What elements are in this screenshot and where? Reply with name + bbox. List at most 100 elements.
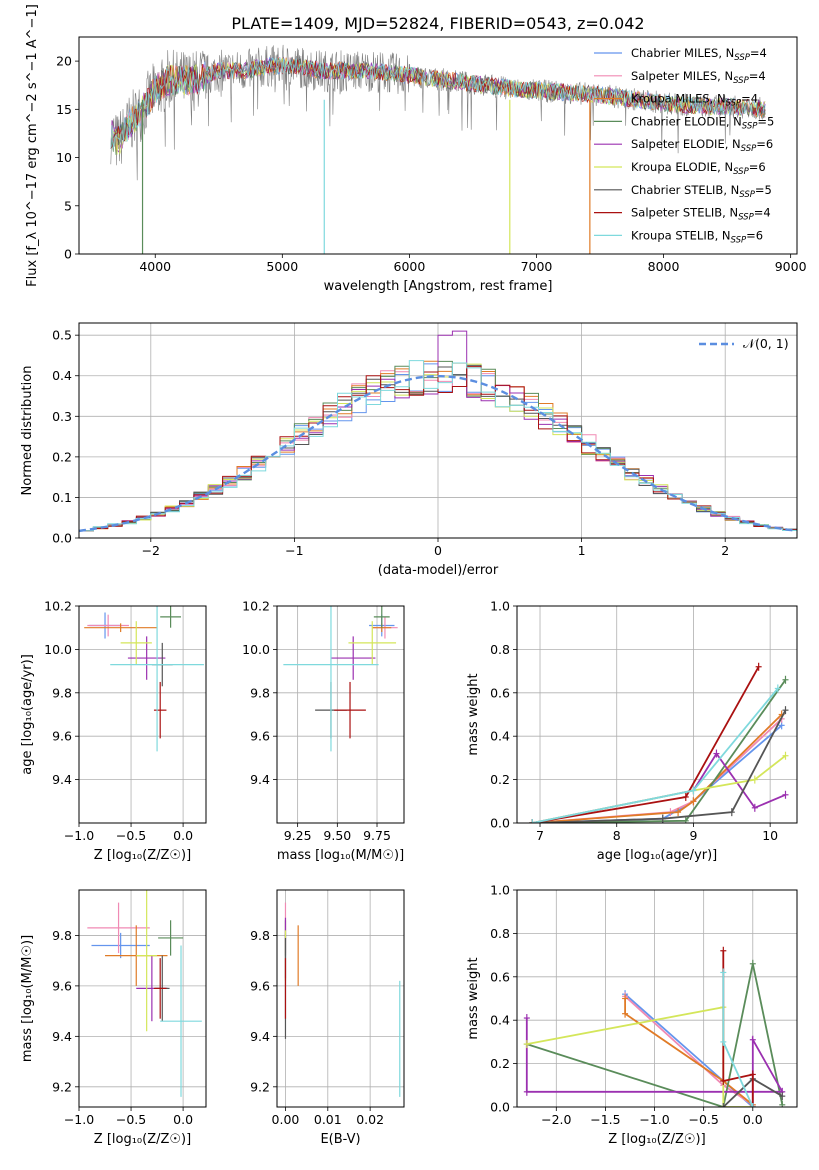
y-tick-label: 15 [56,102,72,117]
x-tick-label: 9.25 [284,828,312,843]
y-tick-label: 10.2 [44,599,72,614]
x-tick-label: −1.0 [64,1112,94,1127]
x-axis-label: Z [log₁₀(Z/Z☉)] [608,1132,705,1147]
x-tick-label: 9.75 [363,828,391,843]
y-tick-label: 0.4 [490,729,510,744]
x-tick-label: 8 [613,828,621,843]
x-tick-label: 0.0 [173,828,193,843]
legend-label: Kroupa STELIB, NSSP=6 [631,228,763,245]
panel-age_vs_Z: −1.0 −0.5 0.0 9.4 9.6 9.8 10.0 10.2 Z [log₁₀(Z/Z… [20,599,207,863]
x-tick-label: −1.0 [639,1112,669,1127]
x-axis-label: (data-model)/error [378,563,499,578]
y-tick-label: 1.0 [490,883,510,898]
axes-frame [516,889,798,1108]
plot-area-age_vs_Z [84,606,204,752]
legend-label: 𝒩(0, 1) [743,336,789,351]
y-tick-label: 5 [64,198,72,213]
panel-residuals: −2 −1 0 1 2 0.0 0.1 0.2 0.3 0.4 0.5 (data-model)/er… [20,322,798,578]
x-tick-label: 5000 [266,259,298,274]
x-tick-label: 1 [578,543,586,558]
y-tick-label: 10.0 [44,642,72,657]
model-line-salpeter_stelib [110,59,766,149]
weight-line-chabrier_elodie [526,963,784,1107]
y-axis-label: mass [log₁₀(M/M☉)] [20,935,35,1062]
axes-frame [516,605,798,824]
x-axis-label: Z [log₁₀(Z/Z☉)] [94,1132,191,1147]
x-tick-label: 10 [762,828,778,843]
y-tick-label: 0.2 [52,449,72,464]
x-tick-label: −1.0 [64,828,94,843]
y-tick-label: 20 [56,54,72,69]
legend-label: Kroupa MILES, NSSP=4 [631,92,758,109]
y-tick-label: 9.6 [250,729,270,744]
y-tick-label: 9.8 [52,928,72,943]
x-tick-label: 0.0 [743,1112,763,1127]
y-tick-label: 9.2 [250,1079,270,1094]
x-tick-label: −1 [285,543,303,558]
legend-label: Salpeter STELIB, NSSP=4 [631,206,771,223]
weight-line-chabrier_miles [532,724,783,823]
x-tick-label: 2 [721,543,729,558]
figure-title: PLATE=1409, MJD=52824, FIBERID=0543, z=0… [231,14,644,33]
legend-label: Chabrier MILES, NSSP=4 [631,46,767,63]
y-axis-label: age [log₁₀(age/yr)] [20,654,35,775]
y-tick-label: 9.8 [250,685,270,700]
x-tick-label: 7 [536,828,544,843]
axes-frame [276,889,405,1108]
y-tick-label: 0.6 [490,969,510,984]
legend-label: Chabrier ELODIE, NSSP=5 [631,114,774,131]
y-tick-label: 0.1 [52,490,72,505]
y-tick-label: 0 [64,247,72,262]
x-axis-label: Z [log₁₀(Z/Z☉)] [94,848,191,863]
x-tick-label: 0.01 [314,1112,342,1127]
y-tick-label: 0.2 [490,772,510,787]
x-tick-label: 9000 [775,259,807,274]
panel-mass_vs_ebv: 0.00 0.01 0.02 9.2 9.4 9.6 9.8 E(B-V) [250,889,405,1147]
y-tick-label: 10.2 [242,599,270,614]
model-line-chabrier_stelib [110,57,766,149]
y-tick-label: 0.8 [490,926,510,941]
panel-mass_vs_Z: −1.0 −0.5 0.0 9.2 9.4 9.6 9.8 Z [log₁₀(Z/Z☉)] ma… [20,889,207,1147]
axes-frame [276,605,405,824]
x-tick-label: −2 [142,543,160,558]
axes-frame [78,36,798,255]
y-tick-label: 9.2 [52,1079,72,1094]
panel-age_vs_mass: 9.25 9.50 9.75 9.4 9.6 9.8 10.0 10.2 mass [log₁₀… [242,599,405,863]
x-tick-label: −0.5 [116,828,146,843]
x-tick-label: 9.50 [323,828,351,843]
plot-area-age_vs_mass [283,606,398,752]
y-tick-label: 0.4 [52,368,72,383]
plot-area-weight_vs_Z [523,946,786,1107]
y-tick-label: 9.6 [250,978,270,993]
x-tick-label: −0.5 [688,1112,718,1127]
gaussian-curve [79,375,795,533]
y-tick-label: 0.4 [490,1013,510,1028]
legend-label: Kroupa ELODIE, NSSP=6 [631,160,766,177]
y-tick-label: 9.8 [52,685,72,700]
y-tick-label: 0.0 [490,816,510,831]
x-axis-label: wavelength [Angstrom, rest frame] [324,279,553,294]
y-tick-label: 0.0 [52,531,72,546]
legend-label: Salpeter ELODIE, NSSP=6 [631,137,773,154]
y-tick-label: 0.6 [490,685,510,700]
x-tick-label: −1.5 [590,1112,620,1127]
y-tick-label: 10.0 [242,642,270,657]
axes-frame [78,605,207,824]
plot-area-mass_vs_Z [87,890,202,1097]
y-tick-label: 9.8 [250,928,270,943]
y-tick-label: 0.8 [490,642,510,657]
y-tick-label: 0.5 [52,328,72,343]
y-axis-label: mass weight [466,673,481,755]
y-tick-label: 0.0 [490,1100,510,1115]
model-line-kroupa_stelib [110,57,766,149]
x-axis-label: age [log₁₀(age/yr)] [597,848,718,863]
plot-area-residuals [79,330,797,533]
panel-spectrum: 4000 5000 6000 7000 8000 9000 0 5 10 15 20 waveleng… [25,4,807,294]
panel-weight_vs_Z: −2.0 −1.5 −1.0 −0.5 0.0 0.0 0.2 0.4 0.6 0.8 1.0 Z [… [466,883,798,1147]
y-tick-label: 0.3 [52,409,72,424]
legend-label: Salpeter MILES, NSSP=4 [631,69,766,86]
y-axis-label: Normed distribution [20,366,35,496]
plot-panels: 4000 5000 6000 7000 8000 900005101520waveleng… [20,4,807,1147]
x-tick-label: −2.0 [541,1112,571,1127]
